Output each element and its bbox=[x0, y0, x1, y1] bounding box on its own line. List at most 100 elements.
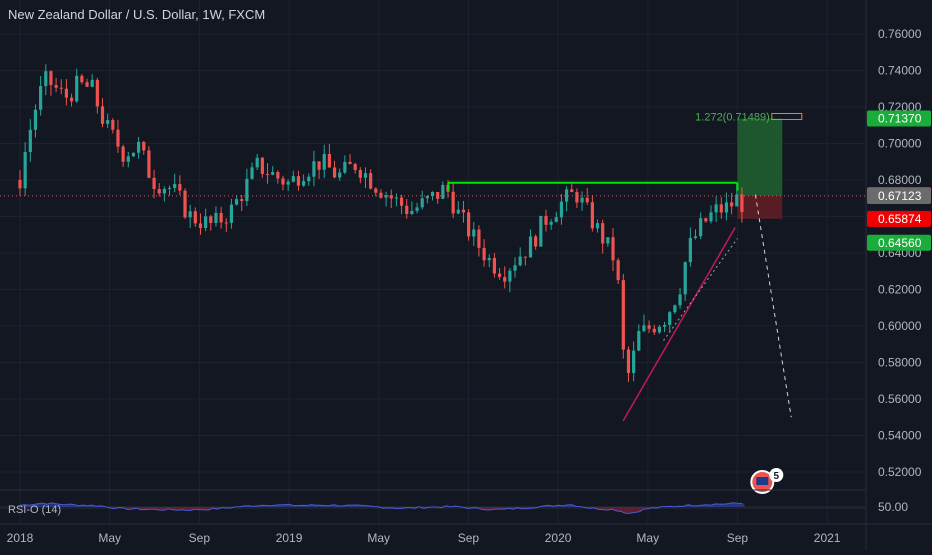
x-tick-label: May bbox=[98, 531, 121, 545]
candle-body bbox=[673, 305, 676, 312]
candle-body bbox=[317, 161, 320, 169]
candle-body bbox=[323, 154, 326, 170]
y-tick-label: 0.76000 bbox=[878, 27, 922, 41]
candle-body bbox=[519, 257, 522, 266]
candle-body bbox=[544, 216, 547, 225]
candle-body bbox=[400, 198, 403, 206]
candle-body bbox=[256, 158, 259, 168]
candle-body bbox=[261, 158, 264, 174]
candle-body bbox=[369, 173, 372, 188]
candle-body bbox=[348, 162, 351, 164]
price-tag-text: 0.65874 bbox=[878, 212, 922, 226]
candle-body bbox=[158, 189, 161, 193]
flag-canton bbox=[756, 477, 768, 485]
rsi-fill-bar bbox=[619, 507, 624, 511]
candle-body bbox=[127, 156, 130, 161]
candle-body bbox=[426, 196, 429, 198]
candle-body bbox=[199, 223, 202, 228]
x-tick-label: May bbox=[367, 531, 390, 545]
candle-body bbox=[333, 168, 336, 178]
candle-body bbox=[684, 262, 687, 294]
candle-body bbox=[642, 325, 645, 331]
x-tick-label: 2018 bbox=[7, 531, 34, 545]
rsi-fill-bar bbox=[740, 503, 745, 507]
candle-body bbox=[570, 189, 573, 192]
candle-body bbox=[65, 89, 68, 98]
candle-body bbox=[328, 154, 331, 167]
candle-body bbox=[152, 178, 155, 189]
candle-body bbox=[379, 193, 382, 198]
candle-body bbox=[96, 80, 99, 106]
candle-body bbox=[725, 202, 728, 212]
candle-body bbox=[364, 173, 367, 178]
candle-body bbox=[116, 130, 119, 147]
x-tick-label: 2021 bbox=[814, 531, 841, 545]
price-tag-text: 0.67123 bbox=[878, 189, 922, 203]
candle-body bbox=[374, 189, 377, 193]
candle-body bbox=[85, 82, 88, 87]
x-tick-label: Sep bbox=[189, 531, 211, 545]
rsi-label: RSI-O (14) bbox=[8, 504, 61, 516]
candle-body bbox=[168, 188, 171, 189]
x-tick-label: Sep bbox=[727, 531, 749, 545]
candle-body bbox=[225, 222, 228, 223]
candle-body bbox=[534, 236, 537, 246]
candle-body bbox=[730, 202, 733, 206]
candle-body bbox=[560, 202, 563, 218]
candle-body bbox=[178, 184, 181, 191]
candle-body bbox=[493, 258, 496, 273]
candle-body bbox=[302, 181, 305, 185]
candle-body bbox=[498, 274, 501, 278]
candle-body bbox=[637, 331, 640, 351]
y-tick-label: 0.60000 bbox=[878, 319, 922, 333]
y-tick-label: 0.62000 bbox=[878, 283, 922, 297]
candle-body bbox=[415, 207, 418, 211]
candle-body bbox=[142, 142, 145, 150]
candle-body bbox=[343, 162, 346, 173]
candle-body bbox=[503, 277, 506, 282]
candle-body bbox=[575, 192, 578, 202]
candle-body bbox=[137, 142, 140, 153]
candle-body bbox=[281, 178, 284, 184]
candle-body bbox=[617, 260, 620, 280]
candle-body bbox=[359, 170, 362, 178]
candle-body bbox=[297, 176, 300, 186]
candle-body bbox=[482, 248, 485, 260]
candle-body bbox=[163, 189, 166, 194]
candle-body bbox=[513, 265, 516, 270]
candle-body bbox=[668, 312, 671, 325]
candle-body bbox=[220, 213, 223, 223]
candle-body bbox=[627, 350, 630, 373]
candle-body bbox=[29, 130, 32, 152]
candle-body bbox=[740, 194, 743, 212]
candle-body bbox=[75, 76, 78, 101]
candle-body bbox=[555, 217, 558, 222]
x-tick-label: May bbox=[636, 531, 659, 545]
candle-body bbox=[410, 211, 413, 214]
candle-body bbox=[91, 80, 94, 87]
candle-body bbox=[39, 86, 42, 110]
candle-body bbox=[580, 198, 583, 203]
candle-body bbox=[338, 173, 341, 178]
y-tick-label: 0.70000 bbox=[878, 137, 922, 151]
candle-body bbox=[34, 110, 37, 130]
candle-body bbox=[405, 206, 408, 214]
candle-body bbox=[586, 198, 589, 203]
candle-body bbox=[266, 174, 269, 175]
candle-body bbox=[18, 180, 21, 188]
candle-body bbox=[472, 230, 475, 237]
y-tick-label: 0.68000 bbox=[878, 173, 922, 187]
price-tag-text: 0.64560 bbox=[878, 236, 922, 250]
candle-body bbox=[132, 153, 135, 157]
chart-title: New Zealand Dollar / U.S. Dollar, 1W, FX… bbox=[8, 7, 265, 22]
candle-body bbox=[147, 150, 150, 177]
candle-body bbox=[122, 147, 125, 162]
candle-body bbox=[189, 211, 192, 217]
candle-body bbox=[276, 172, 279, 178]
candle-body bbox=[307, 177, 310, 181]
candle-body bbox=[250, 167, 253, 179]
candle-body bbox=[111, 120, 114, 130]
